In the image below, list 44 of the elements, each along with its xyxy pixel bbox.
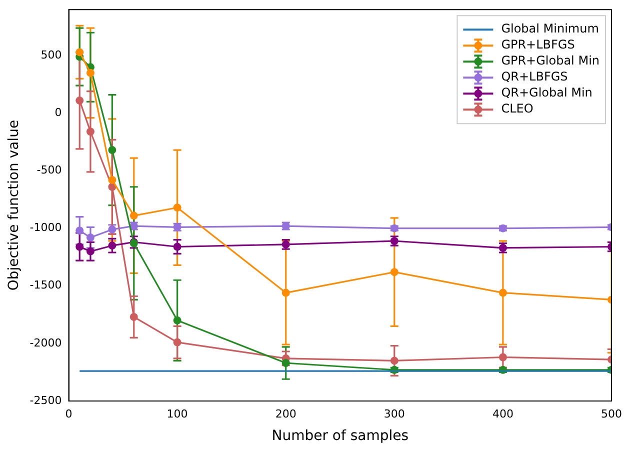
y-tick-label: -1000 [30,221,62,234]
point [76,48,84,56]
point [108,242,116,250]
point [282,288,290,297]
x-tick-label: 400 [492,407,514,420]
x-tick-label: 200 [275,407,296,420]
y-tick-label: 0 [54,106,62,120]
point [130,212,138,220]
x-tick-label: 300 [384,407,405,420]
legend-label: QR+LBFGS [501,70,568,84]
point [76,96,84,105]
legend-label: GPR+LBFGS [501,38,575,52]
point [108,146,116,154]
point [76,226,84,235]
legend-label: Global Minimum [501,22,599,36]
legend-label: QR+Global Min [501,86,592,100]
x-tick-label: 100 [166,407,188,420]
point [173,338,182,346]
point [173,242,182,251]
point [86,234,94,242]
x-axis-title: Number of samples [272,428,409,444]
legend-label: CLEO [501,102,534,116]
point [173,204,182,212]
point [86,68,94,77]
y-tick-label: 500 [40,48,62,62]
legend-label: GPR+Global Min [501,54,600,68]
x-tick-label: 500 [601,407,622,420]
point [498,288,507,297]
point [390,268,398,276]
point [86,247,94,256]
point [173,316,182,324]
point [390,356,398,365]
y-tick-label: -500 [36,164,62,177]
point [130,312,138,321]
y-axis-title: Objective function value [6,120,22,291]
point [76,242,84,251]
y-tick-label: -1500 [30,278,62,292]
x-tick-label: 0 [65,407,72,420]
y-tick-label: -2000 [30,336,62,350]
y-tick-label: -2500 [30,394,62,407]
point [86,128,94,136]
point [498,353,507,362]
point [108,176,116,184]
point [282,359,290,368]
